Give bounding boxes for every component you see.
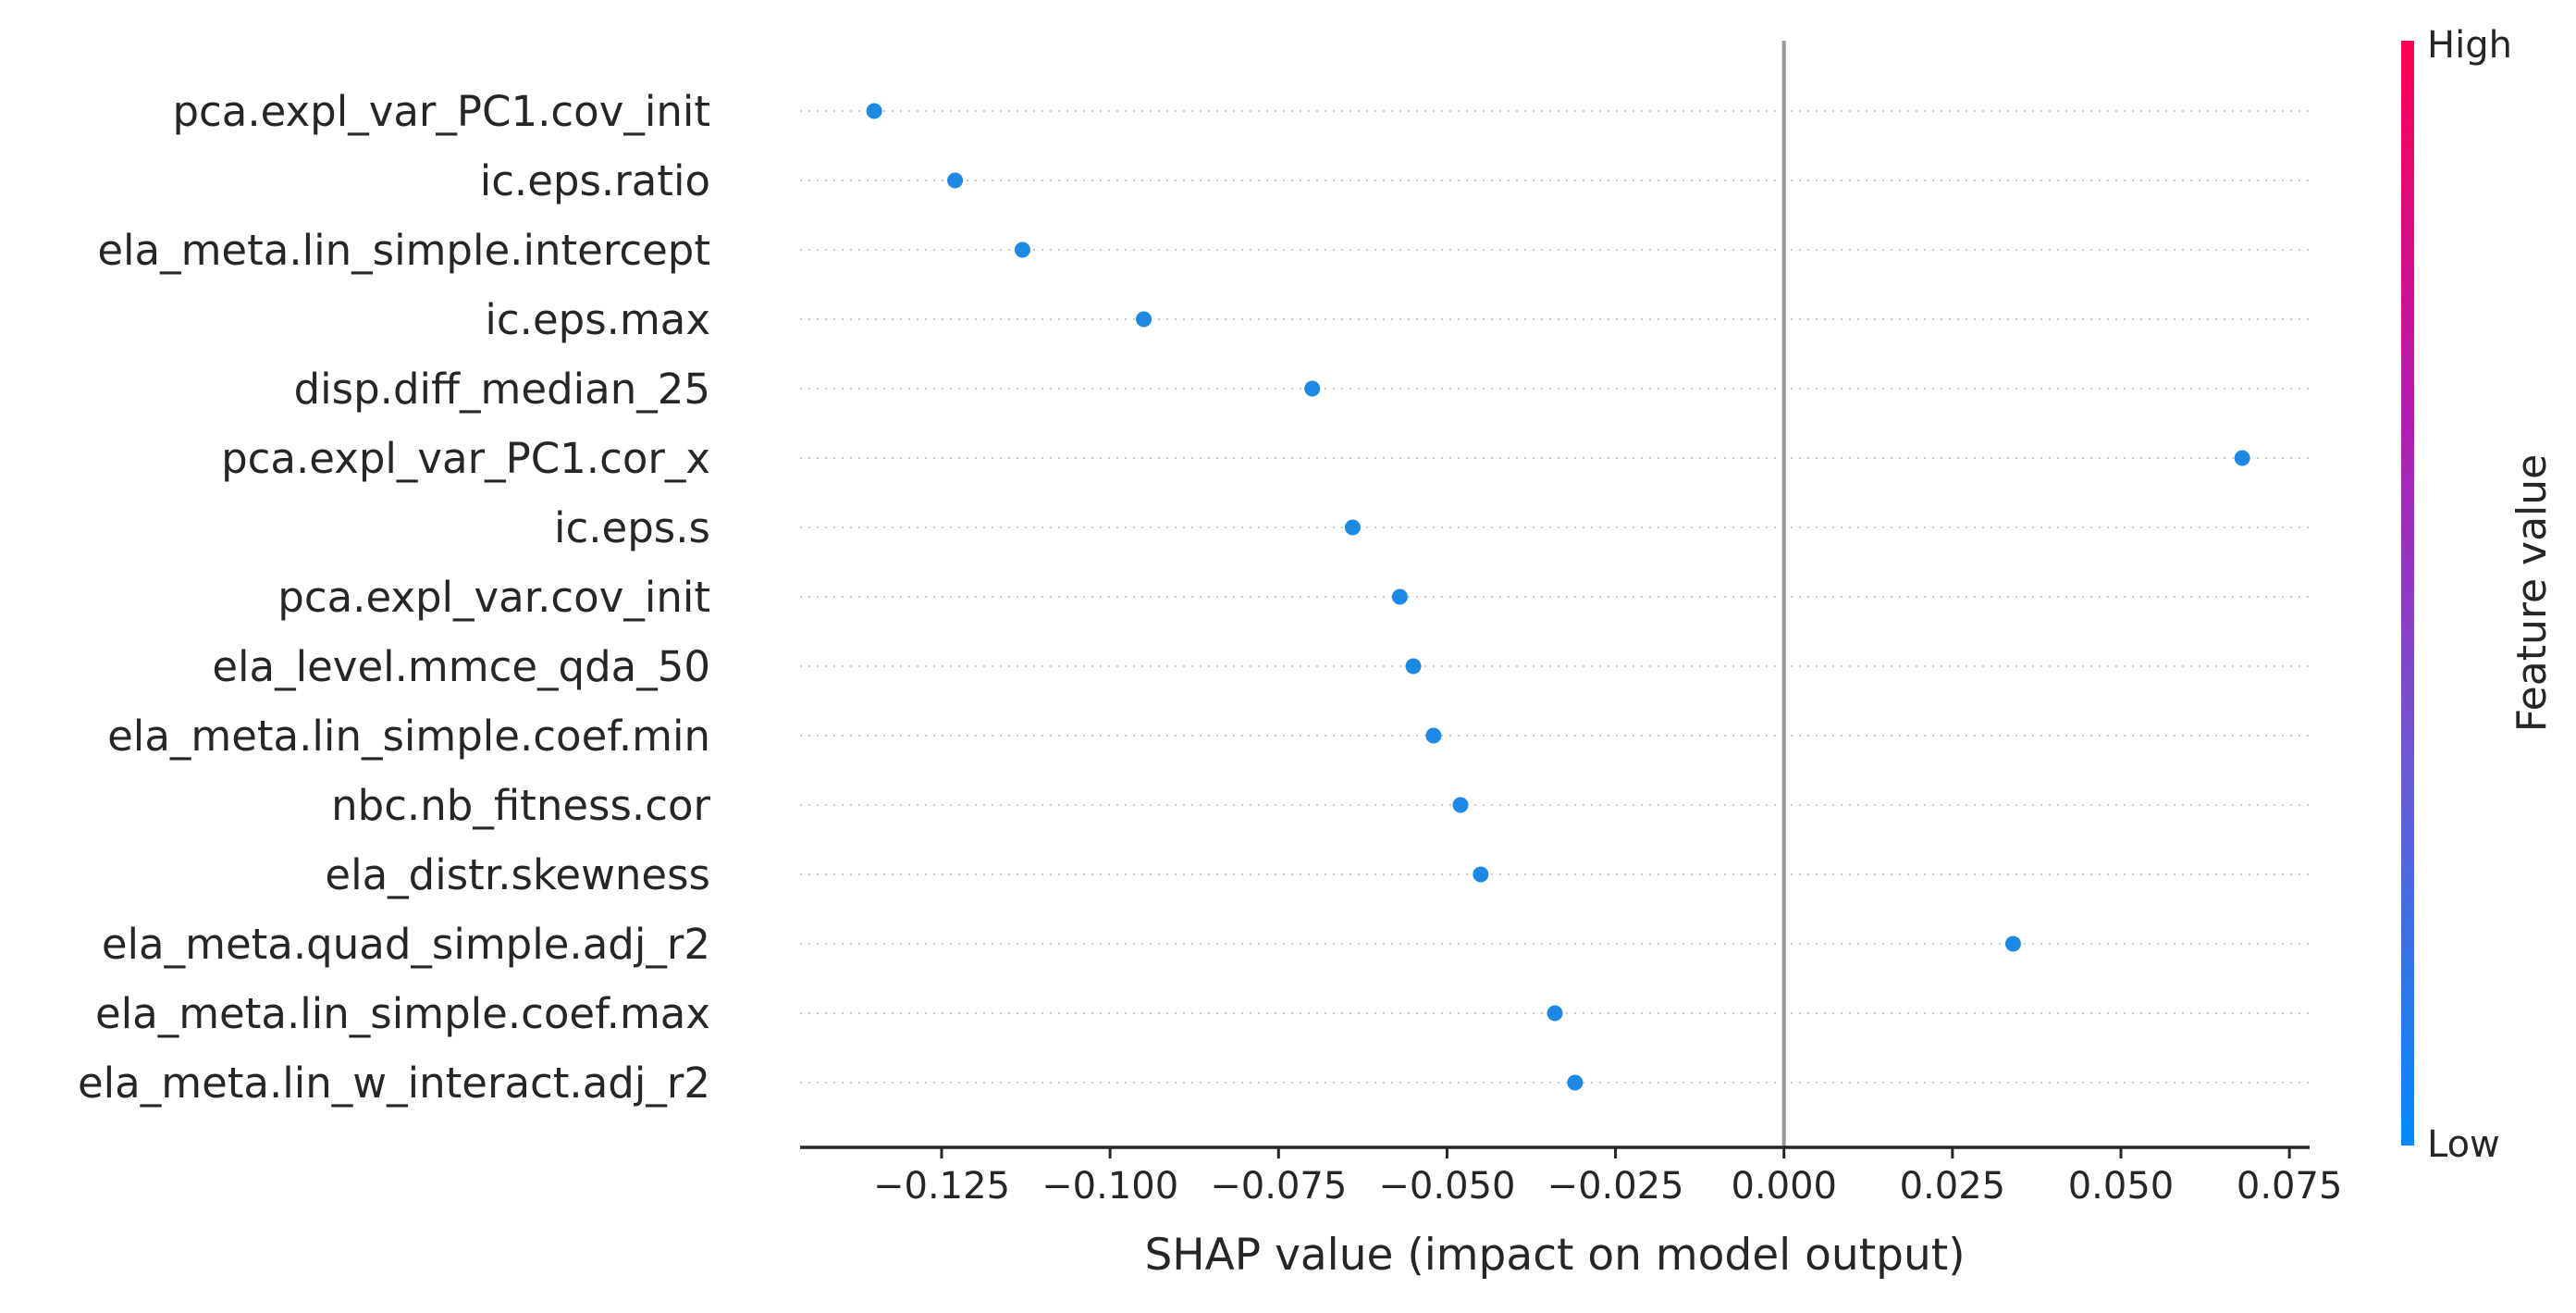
feature-label: nbc.nb_fitness.cor bbox=[331, 781, 710, 830]
feature-label: ela_meta.lin_w_interact.adj_r2 bbox=[78, 1059, 710, 1108]
shap-point bbox=[1567, 1074, 1584, 1091]
x-tick-label: −0.075 bbox=[1210, 1165, 1347, 1208]
shap-point bbox=[1136, 311, 1152, 328]
x-tick-label: −0.025 bbox=[1547, 1165, 1684, 1208]
x-tick-label: 0.050 bbox=[2068, 1165, 2175, 1208]
colorbar-title: Feature value bbox=[2508, 454, 2556, 732]
x-tick-label: 0.025 bbox=[1900, 1165, 2006, 1208]
shap-point bbox=[2234, 450, 2250, 466]
shap-point bbox=[1391, 588, 1408, 605]
x-tick-label: −0.125 bbox=[873, 1165, 1010, 1208]
colorbar-gradient bbox=[2401, 41, 2414, 1146]
feature-label: ela_meta.lin_simple.intercept bbox=[97, 226, 710, 275]
shap-point bbox=[947, 172, 964, 189]
x-tick-label: −0.100 bbox=[1041, 1165, 1178, 1208]
colorbar-high-label: High bbox=[2427, 24, 2512, 67]
feature-label: ela_meta.lin_simple.coef.min bbox=[107, 712, 710, 761]
feature-label: ic.eps.max bbox=[485, 295, 710, 344]
x-axis-label: SHAP value (impact on model output) bbox=[1144, 1230, 1965, 1281]
shap-point bbox=[1473, 866, 1489, 883]
feature-label: pca.expl_var.cov_init bbox=[277, 573, 710, 622]
shap-point bbox=[1344, 519, 1361, 536]
feature-label: disp.diff_median_25 bbox=[294, 365, 710, 414]
shap-point bbox=[2004, 935, 2021, 952]
feature-label: ic.eps.s bbox=[554, 503, 710, 552]
shap-point bbox=[1014, 242, 1030, 258]
feature-label: ela_distr.skewness bbox=[325, 850, 710, 899]
shap-point bbox=[1452, 797, 1469, 813]
feature-label: pca.expl_var_PC1.cor_x bbox=[221, 434, 710, 483]
feature-label: ela_meta.lin_simple.coef.max bbox=[95, 989, 710, 1038]
shap-points bbox=[866, 103, 2250, 1091]
feature-label: pca.expl_var_PC1.cov_init bbox=[172, 87, 710, 136]
shap-point bbox=[866, 103, 882, 119]
feature-labels: pca.expl_var_PC1.cov_init ic.eps.ratio ela… bbox=[78, 87, 711, 1108]
x-tick-label: −0.050 bbox=[1378, 1165, 1515, 1208]
shap-point bbox=[1425, 727, 1442, 744]
colorbar: High Low Feature value bbox=[2401, 24, 2556, 1166]
colorbar-low-label: Low bbox=[2427, 1123, 2500, 1166]
shap-point bbox=[1547, 1005, 1563, 1022]
x-tick-label: 0.000 bbox=[1731, 1165, 1837, 1208]
feature-label: ela_level.mmce_qda_50 bbox=[212, 642, 710, 691]
row-gridlines bbox=[800, 110, 2310, 1084]
x-tick-label: 0.075 bbox=[2237, 1165, 2343, 1208]
feature-label: ela_meta.quad_simple.adj_r2 bbox=[102, 920, 710, 969]
feature-label: ic.eps.ratio bbox=[480, 156, 710, 205]
shap-point bbox=[1405, 658, 1422, 675]
shap-point bbox=[1304, 380, 1321, 397]
x-axis-ticks: −0.125 −0.100 −0.075 −0.050 −0.025 0.000 0.025… bbox=[873, 1147, 2342, 1208]
